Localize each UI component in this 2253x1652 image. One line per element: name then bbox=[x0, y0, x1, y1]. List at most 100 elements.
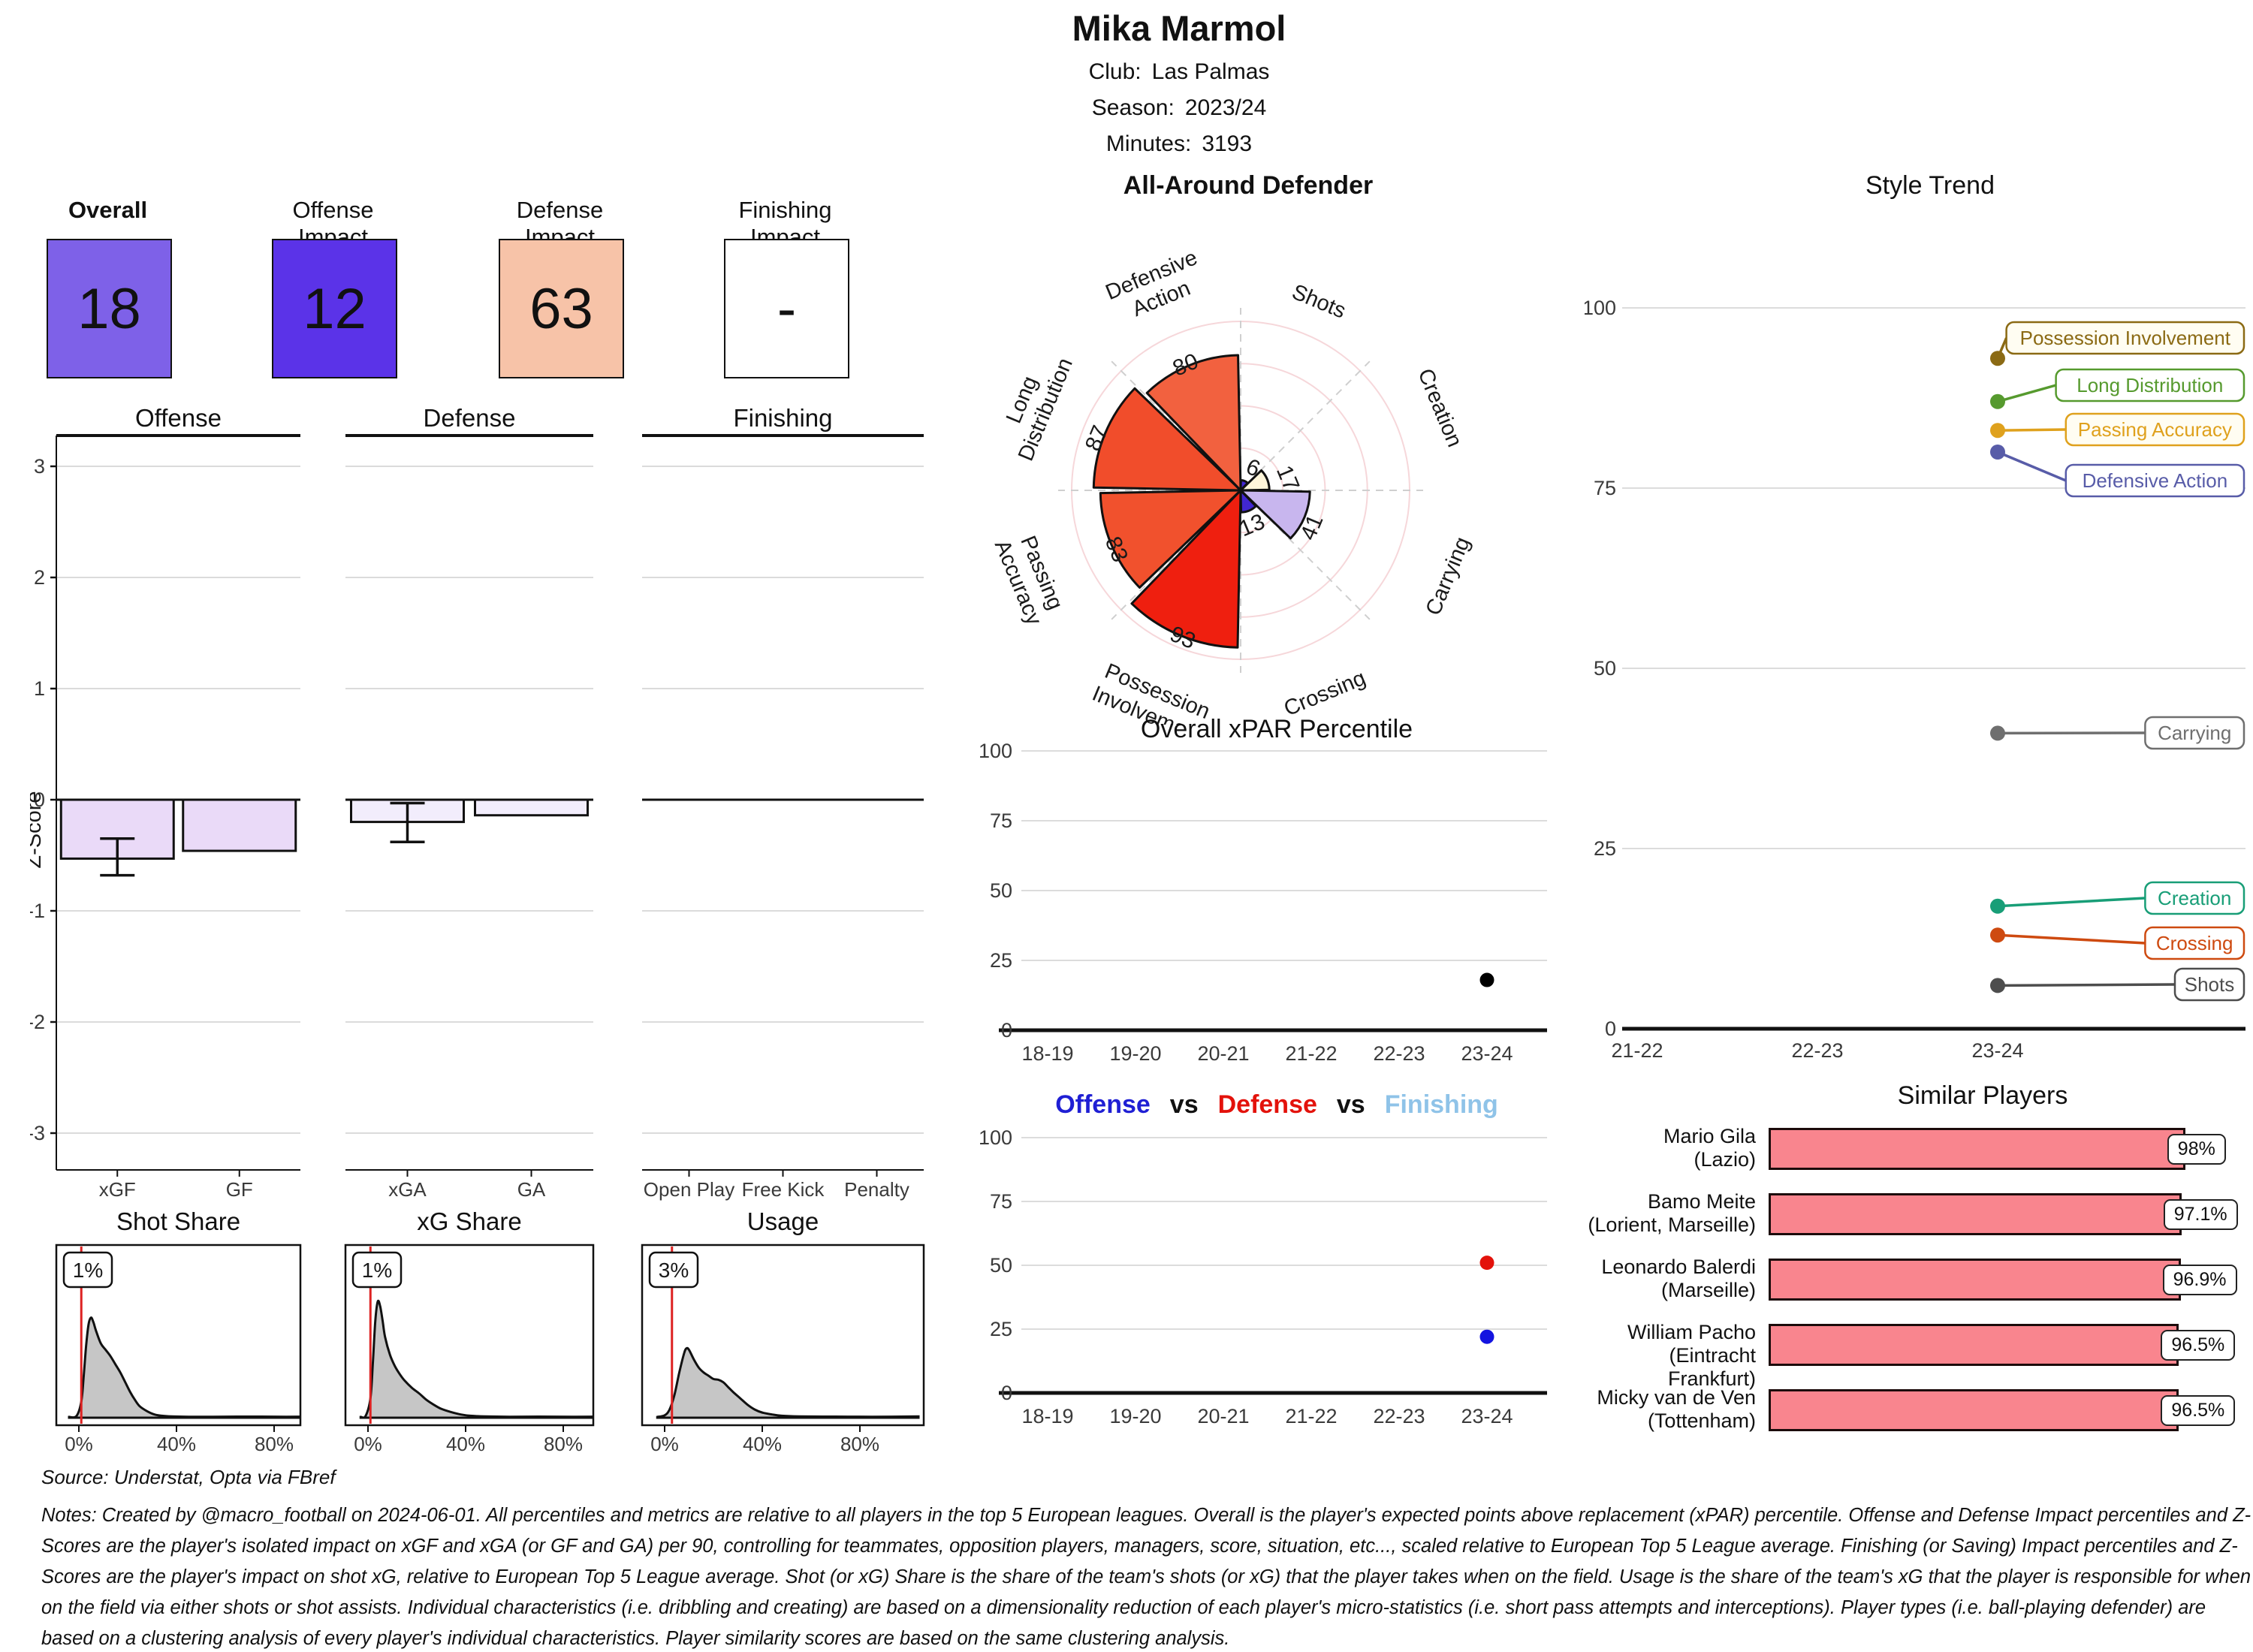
player-name: William Pacho (Eintracht Frankfurt) bbox=[1627, 1321, 1756, 1390]
season-value: 2023/24 bbox=[1184, 95, 1267, 120]
label-leader-line bbox=[1997, 451, 2067, 482]
scatter-xtick: 18-19 bbox=[1021, 1042, 1073, 1063]
page-title: Mika Marmol bbox=[1072, 8, 1286, 48]
density-curve bbox=[656, 1346, 920, 1419]
style-ytick: 100 bbox=[1585, 297, 1616, 319]
header: Mika Marmol Club: Las Palmas Season: 2023/… bbox=[804, 8, 1555, 157]
scatter-xtick: 23-24 bbox=[1461, 1042, 1513, 1063]
style-point bbox=[1990, 445, 2005, 460]
card-label-offense-impact: Offense Impact bbox=[292, 197, 374, 250]
scatter-xtick: 20-21 bbox=[1197, 1405, 1249, 1427]
share-xtick: 80% bbox=[544, 1433, 583, 1455]
scatter-ytick: 50 bbox=[990, 1254, 1012, 1277]
style-series-label-box bbox=[2064, 463, 2245, 498]
style-point bbox=[1990, 898, 2005, 914]
share-xtick: 0% bbox=[354, 1433, 382, 1455]
panel-title-xg-share: xG Share bbox=[417, 1207, 522, 1235]
style-xtick: 21-22 bbox=[1611, 1039, 1663, 1062]
radar-axis-label: Carrying bbox=[1421, 534, 1475, 619]
panel-title-shot-share: Shot Share bbox=[116, 1207, 241, 1235]
scatter-xtick: 21-22 bbox=[1285, 1042, 1337, 1063]
radar-axis-label: DefensiveAction bbox=[1102, 246, 1211, 328]
card-value-finishing-impact: - bbox=[724, 239, 849, 378]
season-label: Season: bbox=[1091, 95, 1175, 120]
style-ytick: 75 bbox=[1594, 477, 1616, 499]
similarity-bar bbox=[1769, 1128, 2185, 1170]
style-series-label: Possession Involvement bbox=[2020, 327, 2231, 349]
scatter-ytick: 100 bbox=[979, 740, 1012, 762]
similar-player-row: Micky van de Ven (Tottenham) 96.5% bbox=[1585, 1386, 2253, 1446]
style-series-label: Creation bbox=[2158, 887, 2231, 909]
similarity-bar bbox=[1769, 1259, 2181, 1301]
minutes-line: Minutes: 3193 bbox=[804, 131, 1555, 157]
style-series-label-box bbox=[2144, 716, 2245, 750]
zscore-ytick: 0 bbox=[34, 788, 45, 811]
zscore-ytick: -2 bbox=[30, 1011, 45, 1033]
season-line: Season: 2023/24 bbox=[804, 95, 1555, 121]
share-xtick: 80% bbox=[840, 1433, 879, 1455]
ovd-title: Offense vs Defense vs Finishing bbox=[1051, 1090, 1502, 1120]
style-xtick: 22-23 bbox=[1791, 1039, 1843, 1062]
panel-title-offense: Offense bbox=[135, 404, 222, 432]
zscore-bar-chart: xGF GF xGA GA Open Play Free Kick Penalty -3 -2 -… bbox=[30, 434, 924, 1201]
share-xtick: 40% bbox=[446, 1433, 485, 1455]
label-leader-line bbox=[1997, 384, 2057, 403]
style-xtick: 23-24 bbox=[1971, 1039, 2023, 1062]
similar-player-row: William Pacho (Eintracht Frankfurt) 96.5% bbox=[1585, 1321, 2253, 1390]
similarity-value: 96.5% bbox=[2161, 1395, 2236, 1426]
ovd-title-defense: Defense bbox=[1217, 1090, 1317, 1119]
scatter-ytick: 100 bbox=[979, 1126, 1012, 1149]
similarity-bar bbox=[1769, 1324, 2179, 1366]
panel-title-defense: Defense bbox=[423, 404, 516, 432]
marker-value-label: 3% bbox=[659, 1259, 689, 1282]
share-xtick: 80% bbox=[255, 1433, 294, 1455]
similar-player-row: Bamo Meite (Lorient, Marseille) 97.1% bbox=[1585, 1190, 2253, 1250]
style-series-label: Carrying bbox=[2158, 722, 2231, 744]
zscore-bar bbox=[474, 798, 589, 817]
card-value-overall: 18 bbox=[47, 239, 172, 378]
scatter-xtick: 21-22 bbox=[1285, 1405, 1337, 1427]
share-xtick: 40% bbox=[157, 1433, 196, 1455]
zscore-category-label: Free Kick bbox=[742, 1178, 825, 1201]
scatter-ytick: 25 bbox=[990, 949, 1012, 972]
style-series-label: Defensive Action bbox=[2083, 469, 2228, 492]
zscore-ytick: 3 bbox=[34, 455, 45, 478]
panel-title-usage: Usage bbox=[746, 1207, 819, 1235]
style-trend-chart: 0 25 50 75 100 21-22 22-23 23-24 Possession Invo… bbox=[1585, 297, 2245, 1062]
ovd-scatter-chart: 0 25 50 75 100 18-19 19-20 20-21 21-22 22-23 23-24 bbox=[979, 1126, 1547, 1427]
similar-player-row: Leonardo Balerdi (Marseille) 96.9% bbox=[1585, 1256, 2253, 1316]
scatter-xtick: 22-23 bbox=[1373, 1042, 1425, 1063]
card-value-offense-impact: 12 bbox=[272, 239, 397, 378]
style-ytick: 50 bbox=[1594, 657, 1616, 680]
style-point bbox=[1990, 393, 2005, 409]
label-leader-line bbox=[1997, 983, 2176, 987]
radar-axis-label: LongDistribution bbox=[990, 345, 1077, 464]
card-value-defense-impact: 63 bbox=[499, 239, 624, 378]
scatter-ytick: 75 bbox=[990, 809, 1012, 832]
radar-sector bbox=[1239, 489, 1311, 540]
ovd-title-offense: Offense bbox=[1055, 1090, 1151, 1119]
similar-players-title: Similar Players bbox=[1897, 1081, 2068, 1110]
scatter-ytick: 75 bbox=[990, 1190, 1012, 1213]
radar-sector bbox=[1099, 489, 1242, 589]
scatter-ytick: 0 bbox=[1001, 1019, 1012, 1042]
scatter-xtick: 22-23 bbox=[1373, 1405, 1425, 1427]
similarity-value: 98% bbox=[2167, 1134, 2226, 1165]
scatter-ytick: 0 bbox=[1001, 1382, 1012, 1404]
label-leader-line bbox=[1997, 897, 2146, 908]
player-name: Micky van de Ven (Tottenham) bbox=[1597, 1386, 1756, 1432]
ovd-title-vs2: vs bbox=[1336, 1090, 1365, 1119]
radar-chart: 6Shots17Creation41Carrying13Crossing93Po… bbox=[990, 246, 1475, 725]
xpar-scatter-chart: 0 25 50 75 100 18-19 19-20 20-21 21-22 22-23 23-24 bbox=[979, 740, 1547, 1063]
similarity-value: 97.1% bbox=[2163, 1199, 2238, 1230]
zscore-category-label: xGF bbox=[99, 1178, 136, 1201]
radar-axis-label: Crossing bbox=[1280, 666, 1369, 721]
player-name: Bamo Meite (Lorient, Marseille) bbox=[1588, 1190, 1756, 1236]
marker-value-label: 1% bbox=[73, 1259, 103, 1282]
scatter-ytick: 25 bbox=[990, 1318, 1012, 1340]
share-xtick: 0% bbox=[65, 1433, 93, 1455]
club-line: Club: Las Palmas bbox=[804, 59, 1555, 85]
style-series-label-box bbox=[2144, 926, 2245, 960]
radar-axis-label: PassingAccuracy bbox=[990, 527, 1070, 629]
